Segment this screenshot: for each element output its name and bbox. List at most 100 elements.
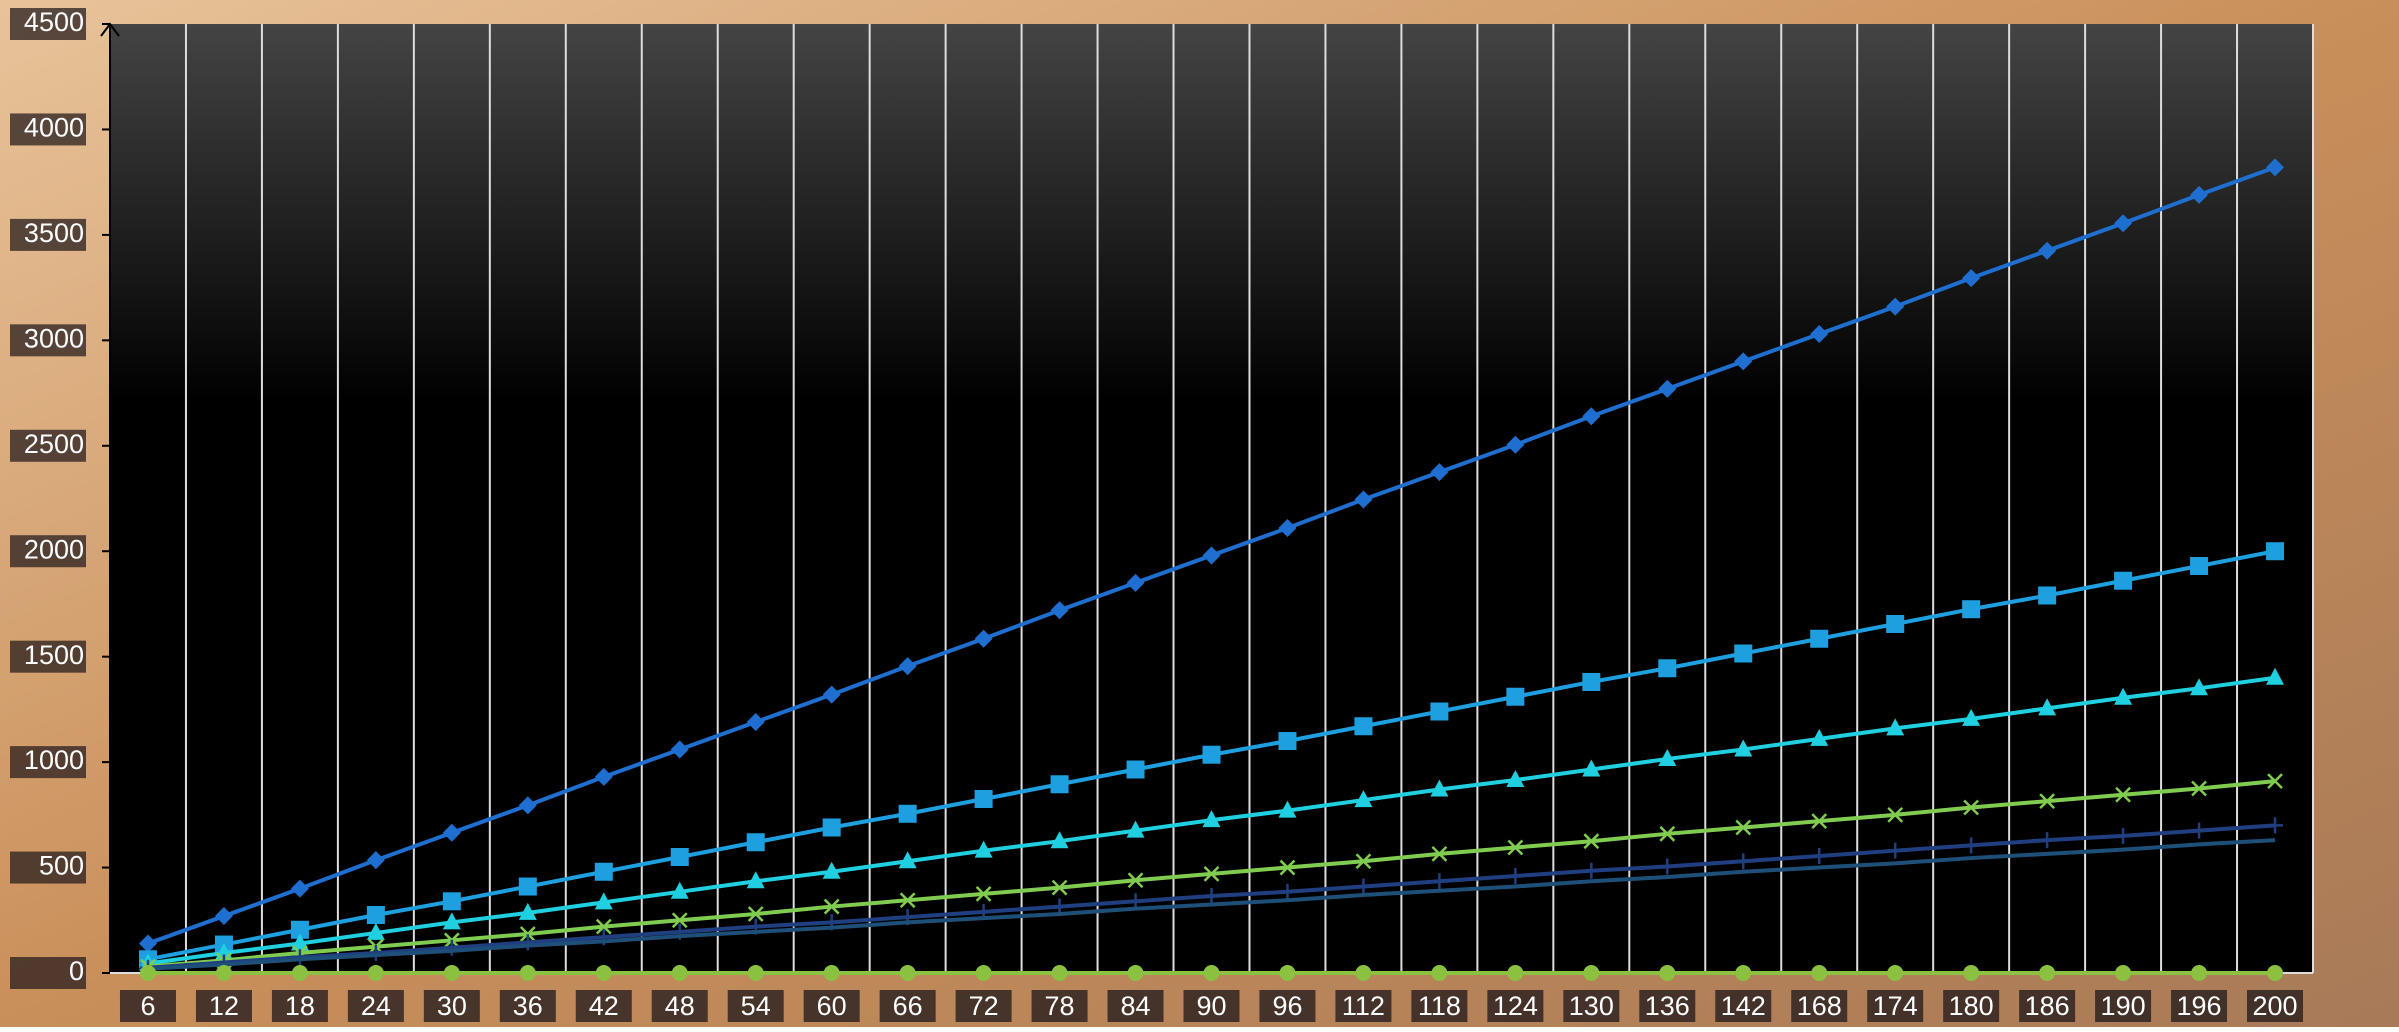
- x-tick-label: 12: [209, 991, 239, 1021]
- marker: [290, 879, 309, 898]
- marker: [214, 907, 233, 926]
- marker: [1050, 831, 1069, 849]
- marker: [1278, 732, 1297, 751]
- marker: [822, 685, 841, 704]
- x-tick-bg: [1639, 990, 1696, 1022]
- marker: [2114, 214, 2133, 233]
- marker: [670, 881, 689, 899]
- marker: [1126, 820, 1145, 838]
- y-tick-bg: [10, 640, 86, 673]
- marker: [1355, 878, 1372, 895]
- y-tick-bg: [10, 324, 86, 357]
- marker: [1810, 629, 1829, 648]
- x-tick-label: 24: [361, 991, 391, 1021]
- marker: [291, 965, 308, 981]
- x-tick-bg: [879, 990, 936, 1022]
- marker: [1659, 825, 1676, 842]
- marker: [595, 918, 612, 935]
- x-tick-bg: [119, 990, 176, 1022]
- x-tick-label: 130: [1569, 991, 1614, 1021]
- marker: [1279, 965, 1296, 981]
- marker: [1886, 718, 1905, 736]
- marker: [1810, 728, 1829, 746]
- y-tick-bg: [10, 851, 86, 884]
- marker: [1658, 748, 1677, 766]
- marker: [1354, 790, 1373, 808]
- x-tick-label: 90: [1196, 991, 1226, 1021]
- marker: [1507, 867, 1524, 884]
- y-tick-bg: [10, 8, 86, 40]
- x-tick-bg: [1487, 990, 1544, 1022]
- marker: [215, 965, 232, 981]
- x-tick-label: 6: [140, 991, 155, 1021]
- marker: [1963, 799, 1980, 816]
- y-tick-label: 1500: [24, 640, 84, 670]
- marker: [1127, 893, 1144, 910]
- marker: [2190, 185, 2209, 204]
- marker: [1203, 965, 1220, 981]
- x-tick-bg: [727, 990, 784, 1022]
- marker: [518, 796, 537, 815]
- x-tick-bg: [2171, 990, 2228, 1022]
- x-tick-label: 196: [2177, 991, 2222, 1021]
- x-tick-bg: [2019, 990, 2076, 1022]
- x-tick-bg: [1943, 990, 2000, 1022]
- x-tick-bg: [1259, 990, 1316, 1022]
- marker: [1962, 269, 1981, 288]
- x-tick-label: 200: [2252, 991, 2297, 1021]
- marker: [974, 790, 993, 809]
- x-tick-bg: [1411, 990, 1468, 1022]
- marker: [1963, 837, 1980, 854]
- marker: [898, 657, 917, 676]
- marker: [1658, 659, 1677, 678]
- marker: [1507, 839, 1524, 856]
- marker: [366, 851, 385, 870]
- marker: [290, 933, 309, 951]
- x-tick-label: 168: [1797, 991, 1842, 1021]
- marker: [594, 892, 613, 910]
- marker: [1279, 883, 1296, 900]
- marker: [1659, 858, 1676, 875]
- x-tick-bg: [2095, 990, 2152, 1022]
- marker: [823, 965, 840, 981]
- y-tick-label: 1000: [24, 745, 84, 775]
- marker: [1354, 490, 1373, 509]
- y-tick-label: 3500: [24, 218, 84, 248]
- marker: [1203, 865, 1220, 882]
- marker: [442, 892, 461, 911]
- marker: [1963, 965, 1980, 981]
- x-tick-label: 112: [1342, 991, 1385, 1021]
- marker: [2115, 786, 2131, 803]
- x-tick-label: 78: [1045, 991, 1075, 1021]
- x-tick-bg: [2247, 990, 2304, 1022]
- marker: [898, 804, 917, 823]
- marker: [1734, 352, 1753, 371]
- marker: [1051, 879, 1068, 896]
- marker: [2191, 965, 2208, 981]
- marker: [974, 840, 993, 858]
- marker: [367, 965, 384, 981]
- x-tick-bg: [651, 990, 708, 1022]
- marker: [1734, 644, 1753, 663]
- marker: [2190, 556, 2209, 575]
- x-tick-label: 124: [1493, 991, 1538, 1021]
- marker: [1962, 600, 1981, 619]
- x-tick-bg: [1867, 990, 1924, 1022]
- y-tick-label: 4000: [24, 113, 84, 143]
- x-tick-bg: [423, 990, 480, 1022]
- marker: [746, 833, 765, 852]
- y-tick-label: 4500: [24, 7, 84, 37]
- y-tick-label: 2500: [24, 429, 84, 459]
- marker: [2039, 832, 2056, 849]
- marker: [974, 629, 993, 648]
- x-tick-label: 136: [1645, 991, 1690, 1021]
- x-tick-label: 42: [589, 991, 619, 1021]
- marker: [1582, 407, 1601, 426]
- marker: [1583, 833, 1600, 850]
- marker: [1811, 813, 1828, 830]
- marker: [2191, 780, 2207, 797]
- marker: [746, 713, 765, 732]
- plot-area: [110, 24, 2313, 973]
- x-tick-bg: [803, 990, 860, 1022]
